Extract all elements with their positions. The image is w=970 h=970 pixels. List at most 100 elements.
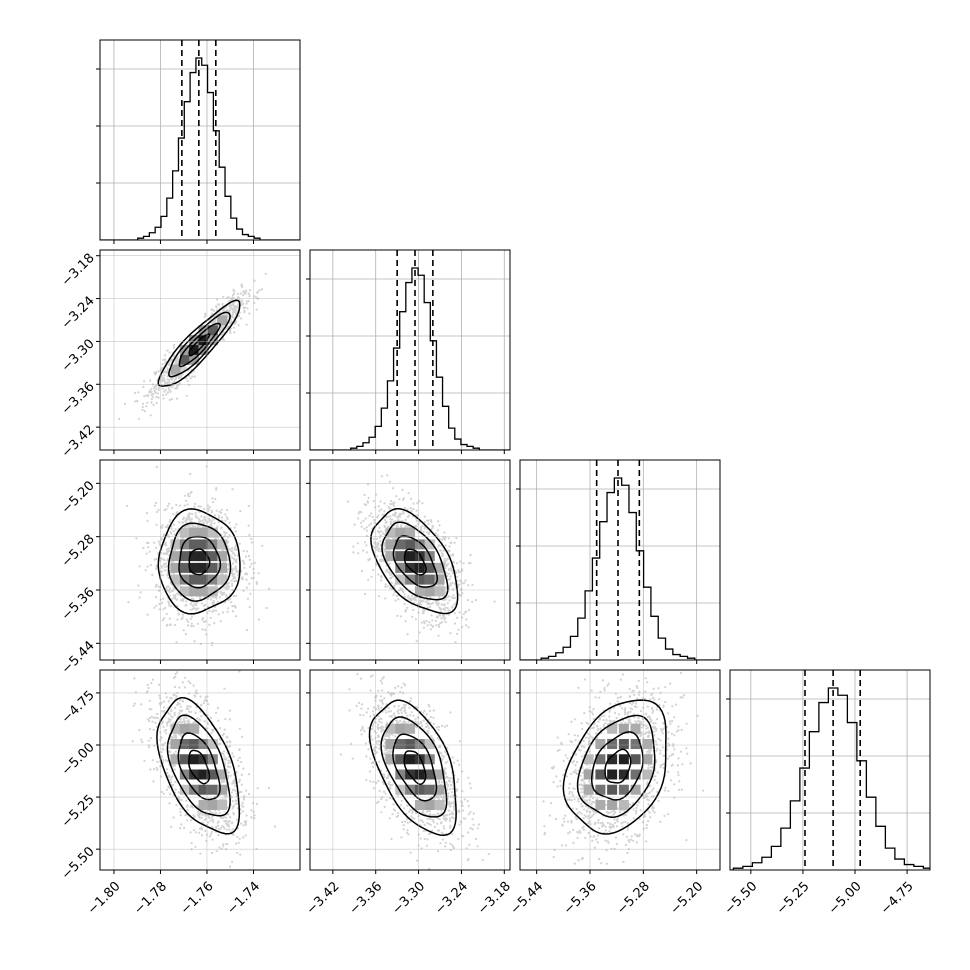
- density-cell: [189, 586, 200, 597]
- histogram-3: [730, 687, 930, 870]
- density-cell: [618, 723, 629, 734]
- density-cell: [414, 784, 425, 795]
- density-cell: [607, 723, 618, 734]
- x-tick-label: −3.42: [304, 879, 343, 918]
- y-tick-label: −5.44: [59, 638, 98, 677]
- density-cell: [207, 527, 218, 538]
- density-cell: [198, 754, 209, 765]
- density-cell: [618, 799, 629, 810]
- density-cell: [385, 527, 396, 538]
- hist-panel-1: [306, 249, 511, 451]
- density-cell: [198, 574, 209, 585]
- density-cell: [198, 784, 209, 795]
- density-cell: [207, 769, 218, 780]
- density-cell: [405, 527, 416, 538]
- hist-frame-0: [99, 39, 301, 241]
- x-tick-label: −5.50: [722, 879, 761, 918]
- density-cell: [198, 562, 209, 573]
- scatter-panel-3-1: [310, 670, 510, 870]
- x-tick-label: −1.76: [178, 879, 217, 918]
- density-cell: [217, 784, 228, 795]
- density-cell: [189, 344, 200, 355]
- density-cell: [405, 754, 416, 765]
- density-cell: [595, 769, 606, 780]
- density-cell: [385, 754, 396, 765]
- density-cell: [618, 739, 629, 750]
- scatter-points: [542, 671, 705, 865]
- density-cell: [385, 539, 396, 550]
- contour-2: [168, 311, 231, 378]
- panel-frame-2-1: [309, 459, 511, 661]
- density-cell: [395, 551, 406, 562]
- density-cell: [198, 586, 209, 597]
- y-tick-label: −4.75: [59, 688, 98, 727]
- density-cell: [179, 754, 190, 765]
- density-cell: [414, 769, 425, 780]
- density-cell: [395, 723, 406, 734]
- density-cell: [179, 739, 190, 750]
- x-tick-label: −1.74: [224, 879, 263, 918]
- x-tick-label: −1.78: [131, 879, 170, 918]
- y-tick-label: −3.24: [59, 294, 98, 333]
- density-cell: [198, 769, 209, 780]
- density-cell: [198, 551, 209, 562]
- density-cell: [207, 799, 218, 810]
- density-cell: [189, 723, 200, 734]
- density-cell: [217, 574, 228, 585]
- density-cell: [207, 551, 218, 562]
- density-cell: [424, 562, 435, 573]
- contour-1: [178, 322, 221, 368]
- density-cell: [405, 739, 416, 750]
- density-cell: [642, 769, 653, 780]
- y-tick-label: −5.25: [59, 792, 98, 831]
- y-tick-label: −5.00: [59, 740, 98, 779]
- y-tick-label: −5.36: [59, 585, 98, 624]
- density-cell: [583, 784, 594, 795]
- contour-1: [177, 732, 221, 801]
- x-tick-label: −3.18: [475, 879, 514, 918]
- y-tick-label: −5.50: [59, 844, 98, 883]
- contour-1: [392, 733, 438, 802]
- density-cell: [207, 784, 218, 795]
- contour-2: [167, 522, 232, 602]
- density-cell: [414, 799, 425, 810]
- y-tick-label: −5.20: [59, 478, 98, 517]
- contour-2: [166, 714, 231, 817]
- density-cell: [424, 799, 435, 810]
- density-cell: [618, 769, 629, 780]
- density-cell: [607, 754, 618, 765]
- density-cell: [217, 769, 228, 780]
- x-tick-label: −3.30: [389, 879, 428, 918]
- density-cell: [414, 539, 425, 550]
- x-tick-label: −4.75: [878, 879, 917, 918]
- density-cell: [434, 799, 445, 810]
- density-cell: [607, 739, 618, 750]
- contour-3: [368, 699, 457, 837]
- density-cell: [170, 562, 181, 573]
- density-cell: [198, 527, 209, 538]
- density-cell: [189, 739, 200, 750]
- density-cell: [179, 539, 190, 550]
- density-cell: [595, 754, 606, 765]
- density-cell: [179, 551, 190, 562]
- density-cell: [217, 539, 228, 550]
- x-tick-label: −1.80: [85, 879, 124, 918]
- density-cell: [414, 562, 425, 573]
- density-cell: [385, 723, 396, 734]
- density-cell: [583, 754, 594, 765]
- x-tick-label: −5.44: [508, 879, 547, 918]
- density-cell: [607, 769, 618, 780]
- hist-frame-3: [729, 669, 931, 871]
- x-tick-label: −5.25: [774, 879, 813, 918]
- density-cell: [424, 574, 435, 585]
- density-cell: [170, 723, 181, 734]
- contour-0: [403, 548, 427, 576]
- contour-0: [403, 750, 427, 786]
- hist-panel-0: [96, 39, 301, 241]
- density-cell: [217, 799, 228, 810]
- histogram-2: [520, 477, 720, 660]
- scatter-panel-3-2: [520, 670, 720, 870]
- density-cell: [414, 586, 425, 597]
- contour-0: [188, 333, 211, 357]
